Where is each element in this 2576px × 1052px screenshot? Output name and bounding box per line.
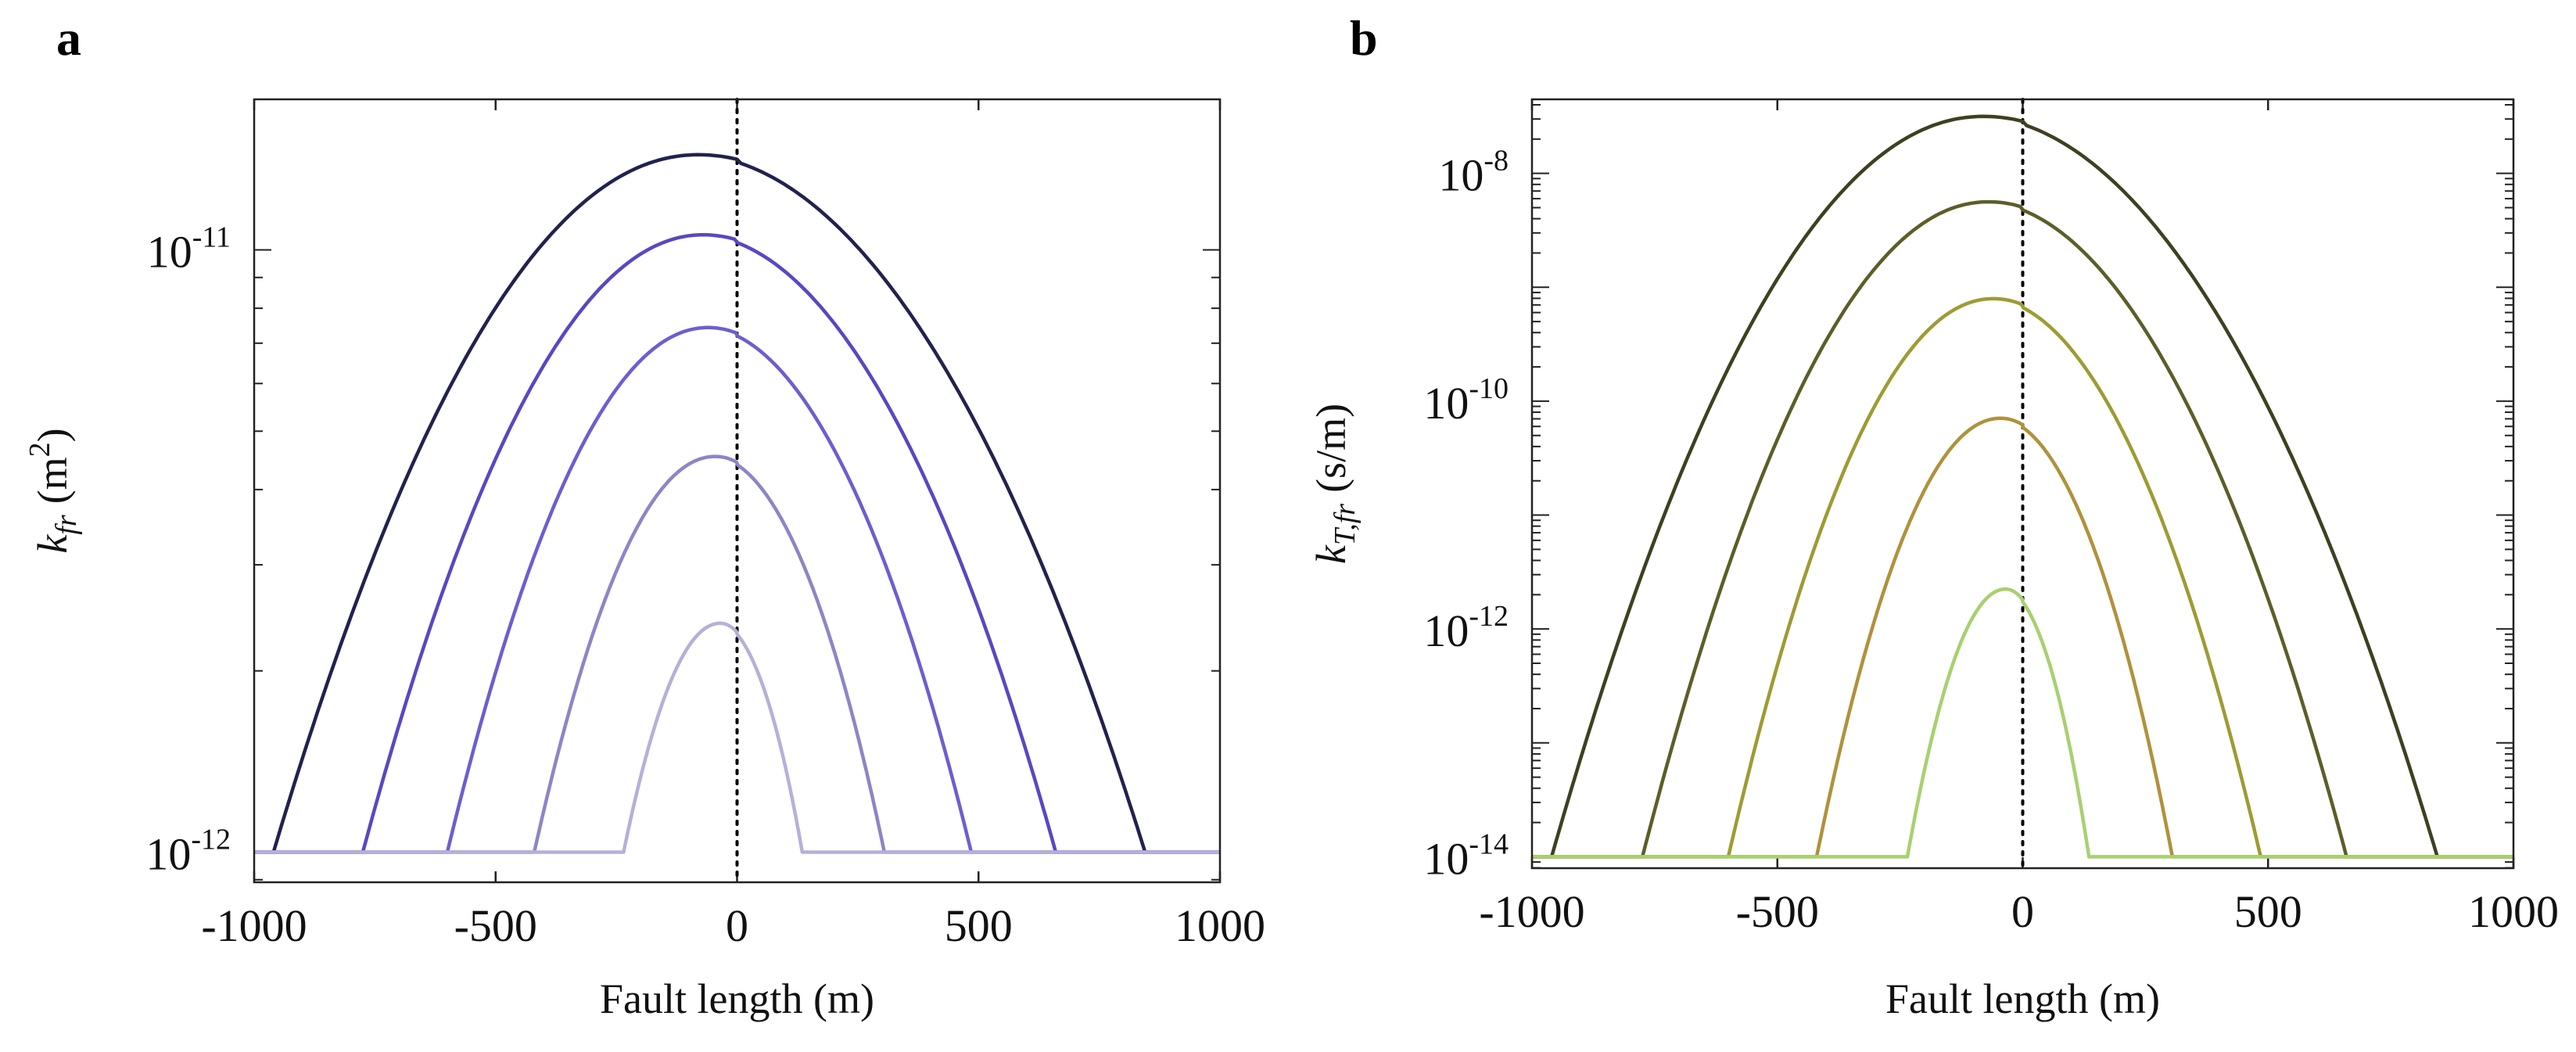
y-tick-label: 10-8 <box>1438 145 1509 201</box>
series-curve-1 <box>254 153 1220 854</box>
panel-b-ylabel-sub: T,fr <box>1329 504 1362 545</box>
y-tick-label: 10-12 <box>1423 600 1509 656</box>
panel-a-y-axis-label: kfr (m2) <box>23 428 83 553</box>
panel-a-ylabel-unit-end: ) <box>29 428 76 442</box>
x-tick-label: 1000 <box>2468 886 2559 937</box>
series-curve-3 <box>1531 296 2514 859</box>
y-tick-label: 10-14 <box>1423 828 1509 884</box>
panel-b: b -1000 -500 0 500 1000 10-14 10-12 10-10 10-8 F… <box>1308 10 2559 1022</box>
y-tick-label: 10-12 <box>145 824 231 880</box>
panel-a-ylabel-sub: fr <box>50 515 83 535</box>
panel-b-x-axis-label: Fault length (m) <box>1885 975 2160 1022</box>
panel-a-x-axis-label: Fault length (m) <box>600 975 874 1022</box>
series-curve-2 <box>254 233 1220 854</box>
series-curve-3 <box>254 325 1220 854</box>
panel-b-tick-labels: -1000 -500 0 500 1000 10-14 10-12 10-10 10-8 <box>1423 145 2559 937</box>
series-curve-4 <box>1531 416 2514 859</box>
panel-b-ylabel-unit: (s/m) <box>1308 404 1354 493</box>
panel-a-curves <box>254 153 1220 854</box>
x-tick-label: 0 <box>2011 886 2034 937</box>
x-tick-label: 500 <box>945 900 1013 951</box>
x-tick-label: -1000 <box>201 900 307 951</box>
panel-a-ylabel-unit: (m <box>29 457 76 504</box>
panel-b-label: b <box>1350 10 1378 66</box>
x-tick-label: 500 <box>2234 886 2302 937</box>
y-tick-label: 10-11 <box>147 221 231 278</box>
panel-b-y-axis-label: kT,fr (s/m) <box>1308 404 1362 564</box>
panel-b-grid-ticks <box>1530 98 2515 870</box>
panel-b-ylabel-base: k <box>1308 544 1354 564</box>
x-tick-label: -1000 <box>1479 886 1584 937</box>
series-curve-2 <box>1531 199 2514 859</box>
panel-b-axes-box <box>1530 98 2515 870</box>
x-tick-label: 1000 <box>1175 900 1265 951</box>
panel-a-tick-labels: -1000 -500 0 500 1000 10-12 10-11 <box>145 221 1265 952</box>
x-tick-label: -500 <box>454 900 537 951</box>
panel-a-axes-box <box>253 98 1222 884</box>
x-tick-label: -500 <box>1736 886 1819 937</box>
series-curve-5 <box>1531 587 2514 859</box>
panel-a-ylabel-base: k <box>29 534 76 554</box>
series-curve-4 <box>254 454 1220 854</box>
x-tick-label: 0 <box>726 900 748 951</box>
y-tick-label: 10-10 <box>1423 372 1509 429</box>
series-curve-1 <box>1531 114 2514 859</box>
series-curve-5 <box>254 621 1220 854</box>
panel-a: a -1000 -500 0 500 1000 10-12 10-11 Fault leng… <box>23 10 1265 1022</box>
panel-a-ylabel-unit-exp: 2 <box>23 442 56 457</box>
panel-b-curves <box>1531 114 2514 859</box>
panel-a-label: a <box>56 10 81 66</box>
